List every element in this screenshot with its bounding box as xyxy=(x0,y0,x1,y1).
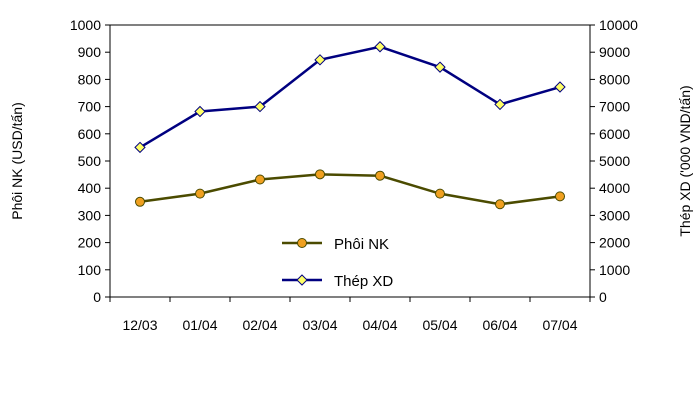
x-tick-label: 03/04 xyxy=(302,317,337,333)
left-tick-label: 700 xyxy=(78,99,102,115)
data-point-phoi-nk xyxy=(435,188,445,199)
x-tick-label: 02/04 xyxy=(242,317,277,333)
data-point-phoi-nk xyxy=(255,174,265,185)
left-tick-label: 0 xyxy=(93,289,101,305)
right-tick-label: 0 xyxy=(599,289,607,305)
legend-marker-phoi-nk xyxy=(297,238,307,248)
left-tick-label: 100 xyxy=(78,262,102,278)
data-point-phoi-nk xyxy=(315,169,325,180)
plot-area xyxy=(109,24,591,298)
x-axis-ticks: 12/03 01/04 02/04 03/04 04/04 05/04 06/04 07/04 xyxy=(109,297,591,333)
data-point-phoi-nk xyxy=(555,191,565,202)
series-layer xyxy=(134,41,566,210)
data-point-phoi-nk xyxy=(375,170,385,181)
x-tick-label: 12/03 xyxy=(122,317,157,333)
data-point-phoi-nk xyxy=(135,196,145,207)
left-tick-label: 800 xyxy=(78,71,102,87)
x-tick-label: 04/04 xyxy=(362,317,397,333)
x-tick-label: 01/04 xyxy=(182,317,217,333)
x-tick-label: 05/04 xyxy=(422,317,457,333)
left-tick-label: 900 xyxy=(78,44,102,60)
legend-marker-thep-xd xyxy=(296,274,308,286)
right-tick-label: 4000 xyxy=(599,180,630,196)
legend-label-phoi-nk: Phôi NK xyxy=(334,236,389,253)
x-tick-label: 07/04 xyxy=(542,317,577,333)
data-point-thep-xd xyxy=(494,98,506,111)
right-tick-label: 2000 xyxy=(599,235,630,251)
left-axis-ticks: 0 100 200 300 400 500 600 700 800 900 1000 xyxy=(70,17,110,305)
data-point-thep-xd xyxy=(194,105,206,118)
left-tick-label: 200 xyxy=(78,235,102,251)
x-tick-label: 06/04 xyxy=(482,317,517,333)
series-line-thep-xd xyxy=(139,45,561,149)
data-point-thep-xd xyxy=(134,141,146,154)
right-tick-label: 7000 xyxy=(599,99,630,115)
left-tick-label: 1000 xyxy=(70,17,101,33)
legend: Phôi NK Thép XD xyxy=(282,236,393,290)
right-tick-label: 5000 xyxy=(599,153,630,169)
series-line-phoi-nk xyxy=(139,173,561,206)
right-tick-label: 9000 xyxy=(599,44,630,60)
data-point-thep-xd xyxy=(314,54,326,66)
data-point-phoi-nk xyxy=(495,199,505,210)
data-point-phoi-nk xyxy=(195,188,205,199)
right-tick-label: 10000 xyxy=(599,17,638,33)
right-tick-label: 8000 xyxy=(599,71,630,87)
data-point-thep-xd xyxy=(434,61,446,73)
right-tick-label: 3000 xyxy=(599,207,630,223)
left-tick-label: 300 xyxy=(78,207,102,223)
left-tick-label: 500 xyxy=(78,153,102,169)
right-tick-label: 1000 xyxy=(599,262,630,278)
right-tick-label: 6000 xyxy=(599,126,630,142)
data-point-thep-xd xyxy=(554,81,566,93)
legend-label-thep-xd: Thép XD xyxy=(334,273,393,290)
data-point-thep-xd xyxy=(254,100,266,113)
data-point-thep-xd xyxy=(374,41,386,53)
right-axis-ticks: 0 1000 2000 3000 4000 5000 6000 7000 8000 9000 100… xyxy=(590,17,638,305)
right-axis-title: Thép XD ('000 VND/tấn) xyxy=(677,85,693,236)
left-tick-label: 400 xyxy=(78,180,102,196)
left-tick-label: 600 xyxy=(78,126,102,142)
left-axis-title: Phôi NK (USD/tấn) xyxy=(9,102,25,219)
